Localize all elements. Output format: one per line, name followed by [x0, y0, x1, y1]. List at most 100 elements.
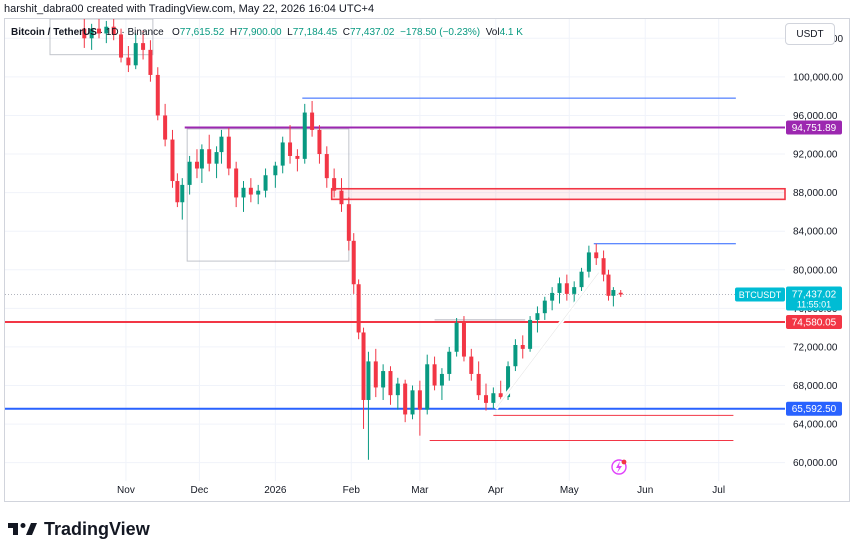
candle-body [535, 313, 540, 320]
symbol-badge-label: BTCUSDT [739, 290, 782, 300]
price-tick-label: 84,000.00 [793, 227, 838, 238]
candle-body [447, 351, 452, 374]
price-tick-label: 80,000.00 [793, 265, 838, 276]
candle-body [513, 345, 518, 367]
candle-body [155, 74, 160, 116]
candle-body [82, 28, 87, 39]
time-tick-label: Nov [117, 485, 135, 496]
candle-body [324, 154, 329, 179]
price-tick-label: 96,000.00 [793, 111, 838, 122]
candle-body [226, 136, 231, 169]
time-tick-label: Apr [488, 485, 504, 496]
level-price-label: 74,580.05 [792, 318, 837, 329]
candle-body [332, 178, 337, 191]
lightning-bolt-icon [616, 461, 622, 473]
low-label: L [287, 27, 293, 38]
candle-body [410, 390, 415, 415]
candle-body [484, 395, 489, 403]
candle-body [564, 283, 569, 294]
candle-body [476, 373, 481, 396]
candle-body [520, 345, 525, 349]
candle-body [550, 292, 555, 301]
interval-label[interactable]: 1D [105, 27, 119, 38]
symbol-name[interactable]: Bitcoin / TetherUS [11, 27, 97, 38]
candle-body [606, 274, 611, 296]
candle-body [528, 319, 533, 349]
candle-body [611, 290, 616, 296]
candle-body [373, 361, 378, 388]
candle-body [557, 283, 562, 293]
candle-body [361, 332, 366, 400]
currency-button[interactable]: USDT [785, 23, 835, 45]
candle-body [263, 175, 268, 191]
candle-body [234, 168, 239, 198]
chart-attribution: harshit_dabra00 created with TradingView… [0, 0, 853, 18]
price-tick-label: 68,000.00 [793, 381, 838, 392]
candle-body [417, 390, 422, 410]
created-text: created with TradingView.com, May 22, 20… [86, 3, 375, 15]
candle-body [351, 240, 356, 285]
candle-body [207, 149, 212, 164]
candle-body [339, 190, 344, 205]
exchange-label: Binance [127, 27, 164, 38]
time-tick-label: Dec [191, 485, 209, 496]
level-price-label: 94,751.89 [792, 123, 837, 134]
price-tick-label: 100,000.00 [793, 72, 843, 83]
candle-body [594, 252, 599, 259]
level-price-badge [786, 315, 842, 330]
price-chart[interactable]: 104,000.00100,000.0096,000.0092,000.0088… [5, 19, 849, 501]
time-tick-label: Mar [411, 485, 429, 496]
candle-body [104, 26, 109, 34]
candle-body [111, 26, 116, 35]
volume-label: Vol [485, 27, 500, 38]
price-tick-label: 88,000.00 [793, 188, 838, 199]
tradingview-logo-icon [8, 523, 37, 535]
candle-body [403, 383, 408, 415]
candle-body [395, 383, 400, 396]
candle-body [248, 187, 253, 195]
candle-body [96, 28, 101, 34]
logo-text: TradingView [44, 518, 150, 539]
level-price-badge [786, 401, 842, 416]
time-tick-label: Jun [637, 485, 653, 496]
range-box-consolidation [186, 128, 350, 262]
candle-body [119, 34, 124, 58]
candle-body [175, 181, 180, 203]
close-label: C [342, 27, 350, 38]
candle-body [194, 161, 199, 169]
high-value: 77,900.00 [237, 27, 282, 38]
time-tick-label: May [560, 485, 579, 496]
trendline-edge [495, 272, 599, 409]
lightning-icon[interactable] [611, 459, 627, 475]
candle-body [273, 165, 278, 176]
notification-dot-icon [621, 459, 627, 465]
open-value: 77,615.52 [179, 27, 225, 38]
author-name: harshit_dabra00 [4, 3, 84, 15]
candle-body [586, 252, 591, 272]
candle-body [163, 115, 168, 140]
candle-body [199, 149, 204, 169]
candle-body [439, 373, 444, 386]
close-value: 77,437.02 [350, 27, 395, 38]
candle-body [133, 43, 138, 66]
range-box-oct [49, 19, 154, 56]
candle-body [219, 136, 224, 153]
candle-body [381, 371, 386, 388]
current-price-badge [786, 286, 842, 311]
volume-value: 4.1 K [499, 27, 523, 38]
candle-body [280, 142, 285, 166]
high-label: H [229, 27, 238, 38]
candle-body [579, 271, 584, 288]
price-tick-label: 92,000.00 [793, 150, 838, 161]
low-value: 77,184.45 [292, 27, 338, 38]
tradingview-logo[interactable]: TradingView [8, 516, 150, 542]
symbol-info-bar: Bitcoin / TetherUS · 1D · Binance O77,61… [11, 27, 523, 38]
level-price-label: 65,592.50 [792, 404, 837, 415]
candle-body [187, 161, 192, 185]
chart-panel[interactable]: 104,000.00100,000.0096,000.0092,000.0088… [4, 18, 850, 502]
candle-body [491, 393, 496, 403]
candle-body [170, 139, 175, 182]
candle-body [346, 204, 351, 241]
candle-body [498, 393, 503, 398]
candle-body [148, 49, 153, 75]
